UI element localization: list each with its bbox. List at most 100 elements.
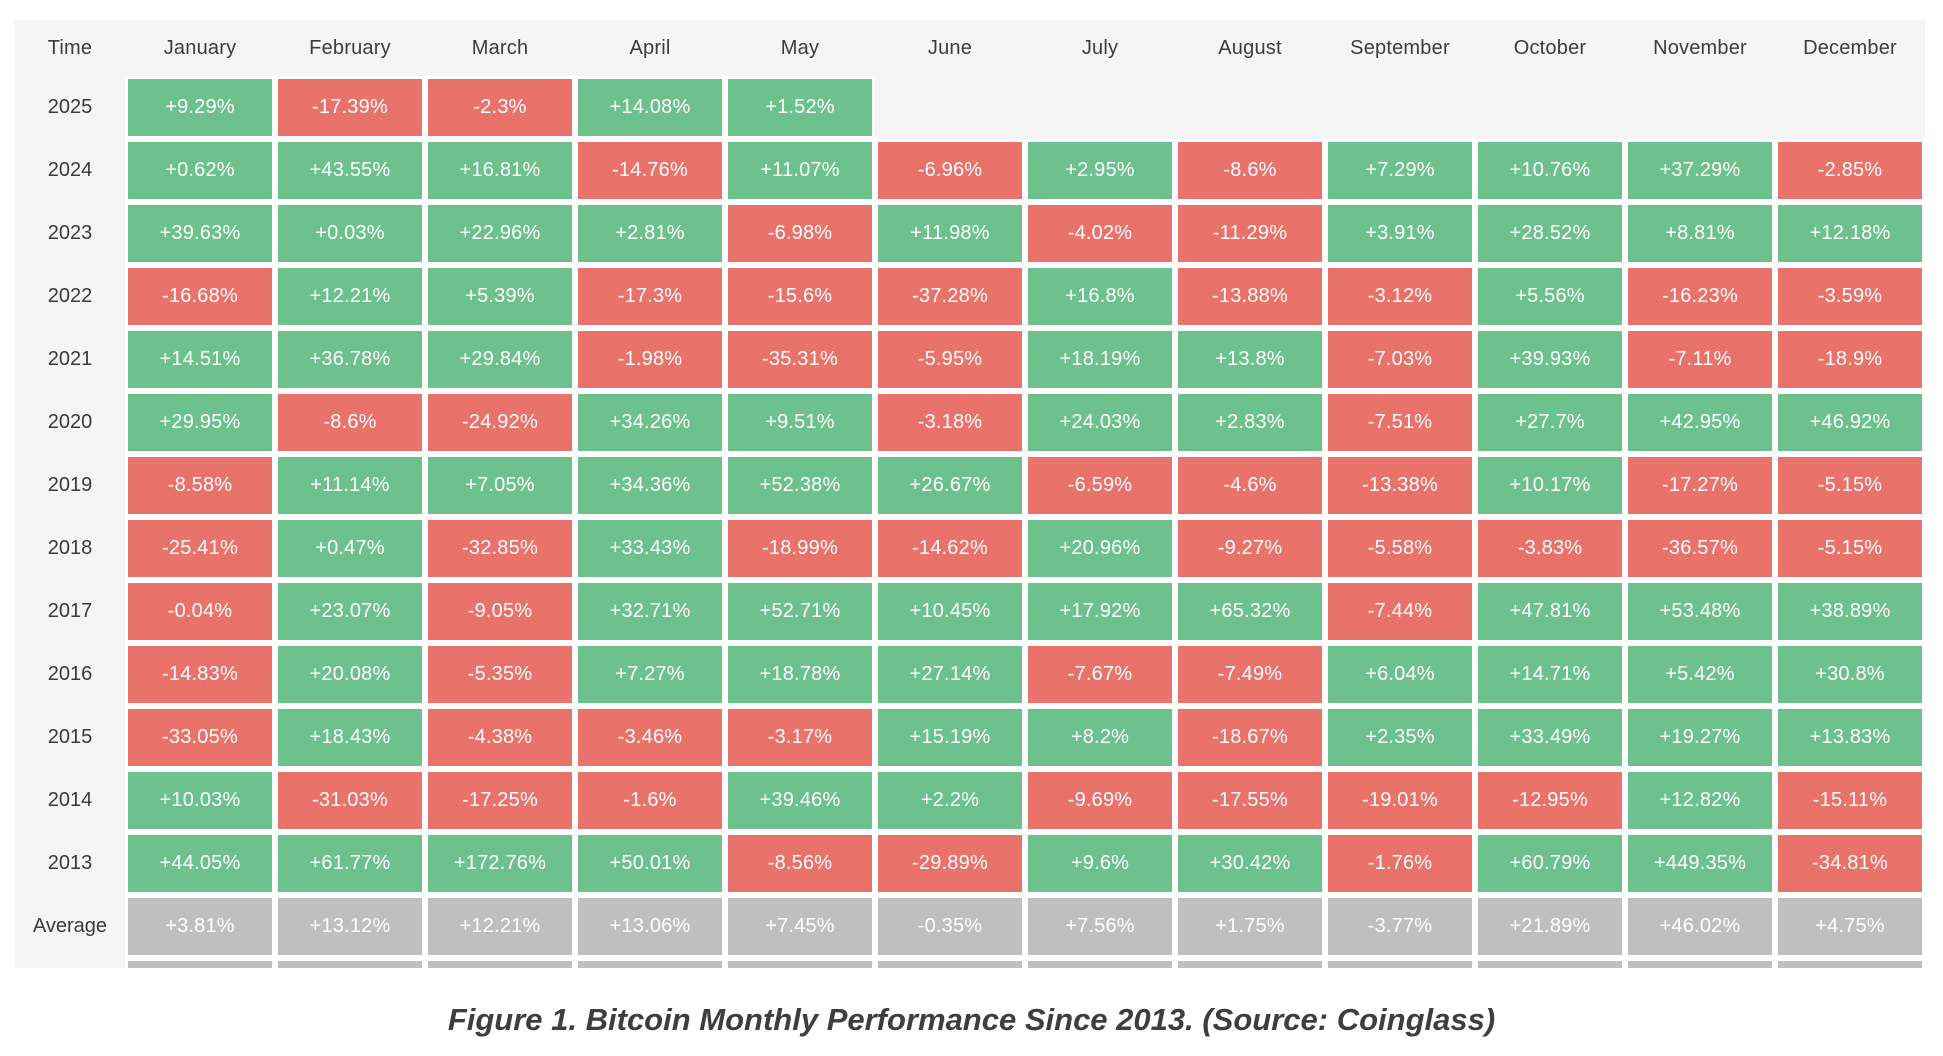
perf-cell-2017-july: +17.92%	[1025, 580, 1175, 643]
truncated-cell-november	[1625, 958, 1775, 968]
perf-cell-2019-january: -8.58%	[125, 454, 275, 517]
perf-cell-2024-august: -8.6%	[1175, 139, 1325, 202]
perf-cell-2017-october: +47.81%	[1475, 580, 1625, 643]
perf-cell-2022-july: +16.8%	[1025, 265, 1175, 328]
perf-cell-2021-september: -7.03%	[1325, 328, 1475, 391]
perf-cell-2017-march: -9.05%	[425, 580, 575, 643]
row-label-2023: 2023	[47, 222, 93, 244]
perf-cell-2019-june: +26.67%	[875, 454, 1025, 517]
perf-cell-2023-november: +8.81%	[1625, 202, 1775, 265]
row-label-2021: 2021	[47, 348, 93, 370]
perf-cell-2014-may: +39.46%	[725, 769, 875, 832]
perf-cell-2014-november: +12.82%	[1625, 769, 1775, 832]
perf-cell-2016-june: +27.14%	[875, 643, 1025, 706]
column-header-june: June	[927, 36, 973, 59]
perf-cell-2014-march: -17.25%	[425, 769, 575, 832]
perf-cell-2024-april: -14.76%	[575, 139, 725, 202]
perf-cell-2020-september: -7.51%	[1325, 391, 1475, 454]
perf-cell-2014-october: -12.95%	[1475, 769, 1625, 832]
row-label-2014: 2014	[47, 789, 93, 811]
perf-cell-2020-may: +9.51%	[725, 391, 875, 454]
perf-cell-2020-june: -3.18%	[875, 391, 1025, 454]
perf-cell-2014-december: -15.11%	[1775, 769, 1925, 832]
truncated-row-label	[15, 958, 125, 968]
perf-cell-2013-january: +44.05%	[125, 832, 275, 895]
perf-cell-2018-november: -36.57%	[1625, 517, 1775, 580]
perf-cell-2021-august: +13.8%	[1175, 328, 1325, 391]
perf-cell-2024-february: +43.55%	[275, 139, 425, 202]
perf-cell-2023-january: +39.63%	[125, 202, 275, 265]
column-header-december: December	[1803, 36, 1897, 59]
truncated-cell-january	[125, 958, 275, 968]
perf-cell-2025-december	[1775, 76, 1925, 139]
perf-cell-2016-february: +20.08%	[275, 643, 425, 706]
perf-cell-2023-march: +22.96%	[425, 202, 575, 265]
perf-cell-2018-september: -5.58%	[1325, 517, 1475, 580]
perf-cell-2013-september: -1.76%	[1325, 832, 1475, 895]
perf-cell-2015-july: +8.2%	[1025, 706, 1175, 769]
perf-cell-2016-july: -7.67%	[1025, 643, 1175, 706]
truncated-cell-march	[425, 958, 575, 968]
perf-cell-2023-june: +11.98%	[875, 202, 1025, 265]
perf-cell-2022-january: -16.68%	[125, 265, 275, 328]
perf-cell-2018-july: +20.96%	[1025, 517, 1175, 580]
perf-cell-2025-august	[1175, 76, 1325, 139]
perf-cell-average-august: +1.75%	[1175, 895, 1325, 958]
perf-cell-2014-september: -19.01%	[1325, 769, 1475, 832]
perf-cell-2021-december: -18.9%	[1775, 328, 1925, 391]
perf-cell-2022-december: -3.59%	[1775, 265, 1925, 328]
perf-cell-2015-september: +2.35%	[1325, 706, 1475, 769]
perf-cell-2018-february: +0.47%	[275, 517, 425, 580]
perf-cell-2013-july: +9.6%	[1025, 832, 1175, 895]
truncated-cell-september	[1325, 958, 1475, 968]
perf-cell-2022-september: -3.12%	[1325, 265, 1475, 328]
perf-cell-2019-march: +7.05%	[425, 454, 575, 517]
perf-cell-2025-january: +9.29%	[125, 76, 275, 139]
perf-cell-2013-august: +30.42%	[1175, 832, 1325, 895]
truncated-cell-july	[1025, 958, 1175, 968]
perf-cell-2014-august: -17.55%	[1175, 769, 1325, 832]
perf-cell-2020-december: +46.92%	[1775, 391, 1925, 454]
performance-grid: Time January February March April May June July…	[15, 20, 1925, 968]
perf-cell-2015-november: +19.27%	[1625, 706, 1775, 769]
perf-cell-2024-november: +37.29%	[1625, 139, 1775, 202]
truncated-cell-october	[1475, 958, 1625, 968]
row-label-2019: 2019	[47, 474, 93, 496]
perf-cell-2017-november: +53.48%	[1625, 580, 1775, 643]
row-label-2018: 2018	[47, 537, 93, 559]
perf-cell-2014-january: +10.03%	[125, 769, 275, 832]
perf-cell-average-june: -0.35%	[875, 895, 1025, 958]
perf-cell-2016-august: -7.49%	[1175, 643, 1325, 706]
perf-cell-2019-august: -4.6%	[1175, 454, 1325, 517]
perf-cell-2023-may: -6.98%	[725, 202, 875, 265]
perf-cell-2016-april: +7.27%	[575, 643, 725, 706]
perf-cell-2025-november	[1625, 76, 1775, 139]
row-label-2022: 2022	[47, 285, 93, 307]
perf-cell-2024-march: +16.81%	[425, 139, 575, 202]
column-header-october: October	[1513, 36, 1587, 59]
perf-cell-2025-february: -17.39%	[275, 76, 425, 139]
perf-cell-2019-may: +52.38%	[725, 454, 875, 517]
perf-cell-2021-february: +36.78%	[275, 328, 425, 391]
column-header-november: November	[1653, 36, 1747, 59]
perf-cell-2018-december: -5.15%	[1775, 517, 1925, 580]
row-label-2013: 2013	[47, 852, 93, 874]
perf-cell-2024-december: -2.85%	[1775, 139, 1925, 202]
perf-cell-2025-march: -2.3%	[425, 76, 575, 139]
perf-cell-average-september: -3.77%	[1325, 895, 1475, 958]
perf-cell-2017-may: +52.71%	[725, 580, 875, 643]
truncated-cell-may	[725, 958, 875, 968]
perf-cell-2020-november: +42.95%	[1625, 391, 1775, 454]
perf-cell-2022-october: +5.56%	[1475, 265, 1625, 328]
row-label-2016: 2016	[47, 663, 93, 685]
perf-cell-2020-march: -24.92%	[425, 391, 575, 454]
perf-cell-2015-march: -4.38%	[425, 706, 575, 769]
perf-cell-average-july: +7.56%	[1025, 895, 1175, 958]
perf-cell-2021-november: -7.11%	[1625, 328, 1775, 391]
perf-cell-2013-october: +60.79%	[1475, 832, 1625, 895]
row-label-2020: 2020	[47, 411, 93, 433]
perf-cell-2014-february: -31.03%	[275, 769, 425, 832]
perf-cell-average-march: +12.21%	[425, 895, 575, 958]
perf-cell-2025-june	[875, 76, 1025, 139]
perf-cell-2018-may: -18.99%	[725, 517, 875, 580]
